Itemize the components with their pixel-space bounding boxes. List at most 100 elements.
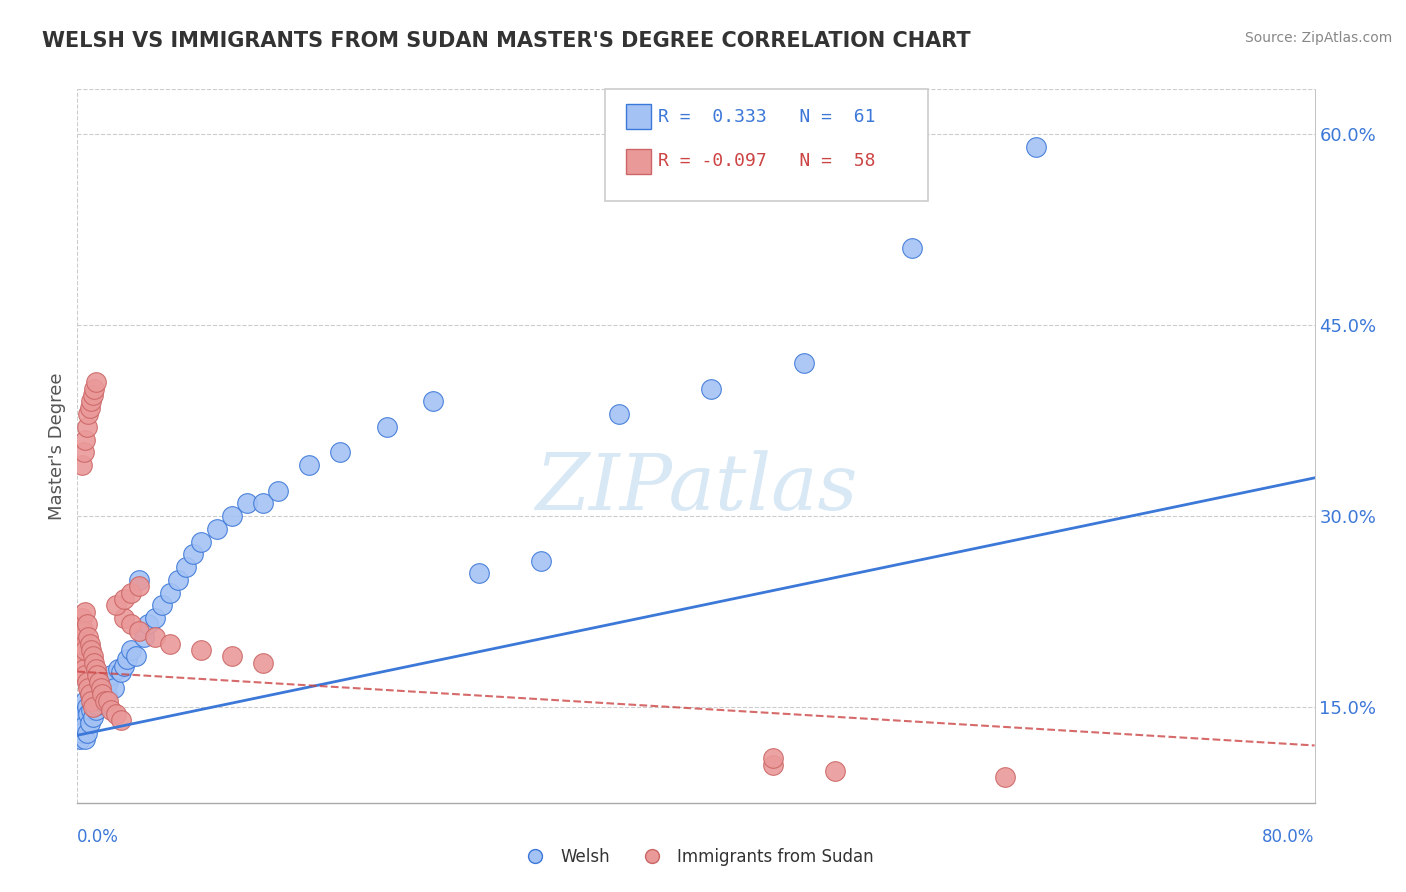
Point [221,509,243,524]
Point [422,394,444,409]
Point [82,694,104,708]
Point [77,681,100,695]
Point [72,445,94,459]
Point [69,719,91,733]
Point [76,420,98,434]
Point [79,688,101,702]
Point [93,690,115,704]
Point [115,652,138,666]
Point [83,382,105,396]
Point [132,630,155,644]
Point [824,764,846,778]
Point [94,694,117,708]
Point [79,715,101,730]
Point [143,611,166,625]
Point [67,725,90,739]
Point [607,407,630,421]
Point [1025,139,1047,153]
Point [75,643,96,657]
Point [82,710,104,724]
Point [77,407,100,421]
Point [75,732,96,747]
Point [94,681,117,695]
Point [205,522,228,536]
Point [167,573,190,587]
Point [994,770,1017,784]
Point [90,681,111,695]
Point [221,649,243,664]
Point [159,585,181,599]
Point [252,656,274,670]
Point [329,445,352,459]
Point [70,656,93,670]
Point [267,483,290,498]
Point [183,547,205,561]
Point [75,668,96,682]
Text: R = -0.097   N =  58: R = -0.097 N = 58 [658,153,876,170]
Point [762,757,785,772]
Point [762,751,785,765]
Point [100,703,122,717]
Point [79,401,101,415]
Point [252,496,274,510]
Point [105,599,127,613]
Point [121,585,143,599]
Point [70,636,93,650]
Point [91,688,114,702]
Point [86,668,108,682]
Point [80,643,103,657]
Point [69,643,91,657]
Point [105,706,127,721]
Point [77,706,100,721]
Point [79,636,101,650]
Point [76,674,98,689]
Point [110,713,132,727]
Point [70,458,93,472]
Point [84,662,107,676]
Point [375,420,398,434]
Point [70,611,93,625]
Point [793,356,815,370]
Point [70,725,93,739]
Point [190,534,212,549]
Point [72,662,94,676]
Text: 80.0%: 80.0% [1263,828,1315,846]
Point [72,719,94,733]
Point [128,624,150,638]
Point [69,732,91,747]
Point [97,694,120,708]
Point [236,496,259,510]
Point [152,599,174,613]
Point [80,394,103,409]
Point [69,617,91,632]
Point [86,698,108,712]
Y-axis label: Master's Degree: Master's Degree [48,372,66,520]
Point [67,630,90,644]
Point [91,685,114,699]
Point [84,703,107,717]
Point [83,688,105,702]
Point [76,700,98,714]
Point [112,611,135,625]
Point [87,690,110,704]
Point [143,630,166,644]
Point [75,605,96,619]
Point [87,674,110,689]
Point [70,713,93,727]
Point [82,700,104,714]
Point [112,591,135,606]
Point [138,617,160,632]
Point [159,636,181,650]
Legend: Welsh, Immigrants from Sudan: Welsh, Immigrants from Sudan [512,842,880,873]
Point [96,688,118,702]
Point [121,643,143,657]
Point [82,649,104,664]
Text: 0.0%: 0.0% [77,828,120,846]
Point [80,703,103,717]
Point [174,560,197,574]
Point [110,665,132,679]
Point [76,617,98,632]
Text: WELSH VS IMMIGRANTS FROM SUDAN MASTER'S DEGREE CORRELATION CHART: WELSH VS IMMIGRANTS FROM SUDAN MASTER'S … [42,31,970,51]
Point [75,433,96,447]
Point [107,662,129,676]
